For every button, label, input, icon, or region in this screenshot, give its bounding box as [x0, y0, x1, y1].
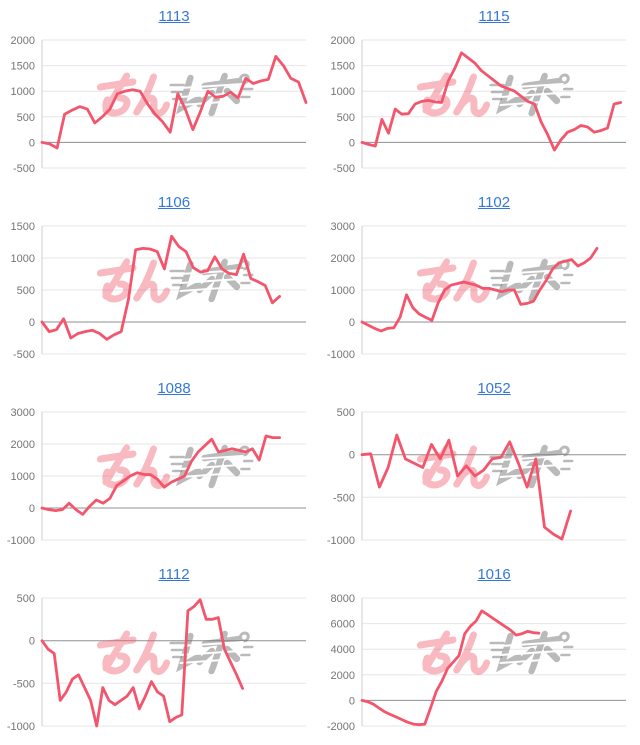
data-series-line — [40, 598, 245, 728]
data-series-line — [40, 54, 308, 150]
y-tick-label: 3000 — [11, 407, 35, 419]
line-chart: 3000 2000 1000 0 -1000 — [0, 400, 320, 558]
chart-canvas: 3000 2000 1000 0 -1000 — [7, 407, 306, 547]
y-tick-label: 1000 — [11, 253, 35, 265]
y-tick-label: 2000 — [331, 35, 355, 47]
machine-number-link[interactable]: 1113 — [158, 8, 190, 25]
line-chart: 3000 2000 1000 0 -1000 — [320, 214, 640, 372]
y-tick-label: -1000 — [327, 535, 355, 547]
y-tick-label: 8000 — [331, 593, 355, 605]
chart-cell-1113: 1113 2000 1500 1000 500 0 -500 — [0, 0, 320, 186]
y-tick-label: -2000 — [327, 721, 355, 733]
y-tick-label: -500 — [13, 163, 35, 175]
y-tick-label: 2000 — [11, 35, 35, 47]
chart-title-row: 1016 — [362, 565, 626, 586]
machine-number-link[interactable]: 1052 — [477, 380, 511, 397]
y-tick-label: 2000 — [331, 670, 355, 682]
line-chart: 500 0 -500 -1000 — [320, 400, 640, 558]
chart-canvas: 8000 6000 4000 2000 0 -2000 — [327, 593, 626, 733]
minrepo-watermark — [98, 261, 254, 299]
y-tick-label: -500 — [13, 678, 35, 690]
y-tick-label: 0 — [29, 636, 35, 648]
y-tick-label: 1500 — [331, 61, 355, 73]
line-chart: 500 0 -500 -1000 — [0, 586, 320, 744]
y-tick-label: 500 — [337, 407, 355, 419]
y-tick-label: 2000 — [331, 253, 355, 265]
chart-cell-1102: 1102 3000 2000 1000 0 -1000 — [320, 186, 640, 372]
chart-cell-1052: 1052 500 0 -500 -1000 — [320, 372, 640, 558]
y-tick-label: 0 — [349, 450, 355, 462]
chart-canvas: 500 0 -500 -1000 — [327, 407, 626, 547]
y-tick-label: 0 — [349, 695, 355, 707]
machine-number-link[interactable]: 1112 — [158, 566, 190, 583]
chart-cell-1106: 1106 1500 1000 500 0 -500 — [0, 186, 320, 372]
data-series-line — [360, 247, 599, 333]
y-tick-label: 500 — [17, 285, 35, 297]
data-series-line — [360, 51, 623, 152]
chart-canvas: 3000 2000 1000 0 -1000 — [327, 221, 626, 361]
y-tick-label: -500 — [13, 349, 35, 361]
y-tick-label: 4000 — [331, 644, 355, 656]
minrepo-watermark — [418, 633, 574, 671]
machine-number-link[interactable]: 1102 — [477, 194, 511, 211]
y-tick-label: 500 — [17, 593, 35, 605]
y-tick-label: -500 — [333, 163, 355, 175]
chart-title-row: 1113 — [42, 7, 306, 28]
chart-cell-1016: 1016 8000 6000 4000 2000 0 -2000 — [320, 558, 640, 744]
y-tick-label: 0 — [349, 137, 355, 149]
data-series-line — [360, 609, 541, 727]
machine-number-link[interactable]: 1115 — [478, 8, 510, 25]
chart-title-row: 1106 — [42, 193, 306, 214]
y-tick-label: 1500 — [11, 221, 35, 233]
y-tick-label: 0 — [29, 137, 35, 149]
y-tick-label: -1000 — [327, 349, 355, 361]
machine-number-link[interactable]: 1088 — [157, 380, 191, 397]
y-tick-label: 3000 — [331, 221, 355, 233]
chart-cell-1112: 1112 500 0 -500 -1000 — [0, 558, 320, 744]
data-series-line — [40, 234, 282, 341]
machine-number-link[interactable]: 1016 — [477, 566, 511, 583]
chart-canvas: 2000 1500 1000 500 0 -500 — [331, 35, 626, 175]
chart-canvas: 2000 1500 1000 500 0 -500 — [11, 35, 308, 175]
chart-title-row: 1088 — [42, 379, 306, 400]
y-tick-label: 500 — [17, 112, 35, 124]
line-chart: 1500 1000 500 0 -500 — [0, 214, 320, 372]
y-tick-label: 1500 — [11, 61, 35, 73]
y-tick-label: -500 — [333, 492, 355, 504]
chart-title-row: 1112 — [42, 565, 306, 586]
machine-number-link[interactable]: 1106 — [157, 194, 191, 211]
y-tick-label: 500 — [337, 112, 355, 124]
line-chart: 2000 1500 1000 500 0 -500 — [320, 28, 640, 186]
y-tick-label: 0 — [29, 503, 35, 515]
chart-title-row: 1052 — [362, 379, 626, 400]
y-tick-label: -1000 — [7, 721, 35, 733]
chart-cell-1115: 1115 2000 1500 1000 500 0 -500 — [320, 0, 640, 186]
y-tick-label: 1000 — [331, 285, 355, 297]
chart-canvas: 1500 1000 500 0 -500 — [11, 221, 306, 361]
chart-canvas: 500 0 -500 -1000 — [7, 593, 306, 733]
y-tick-label: 0 — [29, 317, 35, 329]
y-tick-label: 1000 — [331, 86, 355, 98]
y-tick-label: 0 — [349, 317, 355, 329]
chart-cell-1088: 1088 3000 2000 1000 0 -1000 — [0, 372, 320, 558]
data-series-line — [360, 433, 573, 541]
line-chart: 8000 6000 4000 2000 0 -2000 — [320, 586, 640, 744]
chart-title-row: 1102 — [362, 193, 626, 214]
y-tick-label: 1000 — [11, 471, 35, 483]
y-tick-label: -1000 — [7, 535, 35, 547]
y-tick-label: 6000 — [331, 619, 355, 631]
line-chart: 2000 1500 1000 500 0 -500 — [0, 28, 320, 186]
data-series-line — [40, 434, 282, 516]
y-tick-label: 2000 — [11, 439, 35, 451]
y-tick-label: 1000 — [11, 86, 35, 98]
minrepo-watermark — [418, 261, 574, 299]
minrepo-watermark — [418, 447, 574, 485]
chart-title-row: 1115 — [362, 7, 626, 28]
minrepo-watermark — [98, 633, 254, 671]
